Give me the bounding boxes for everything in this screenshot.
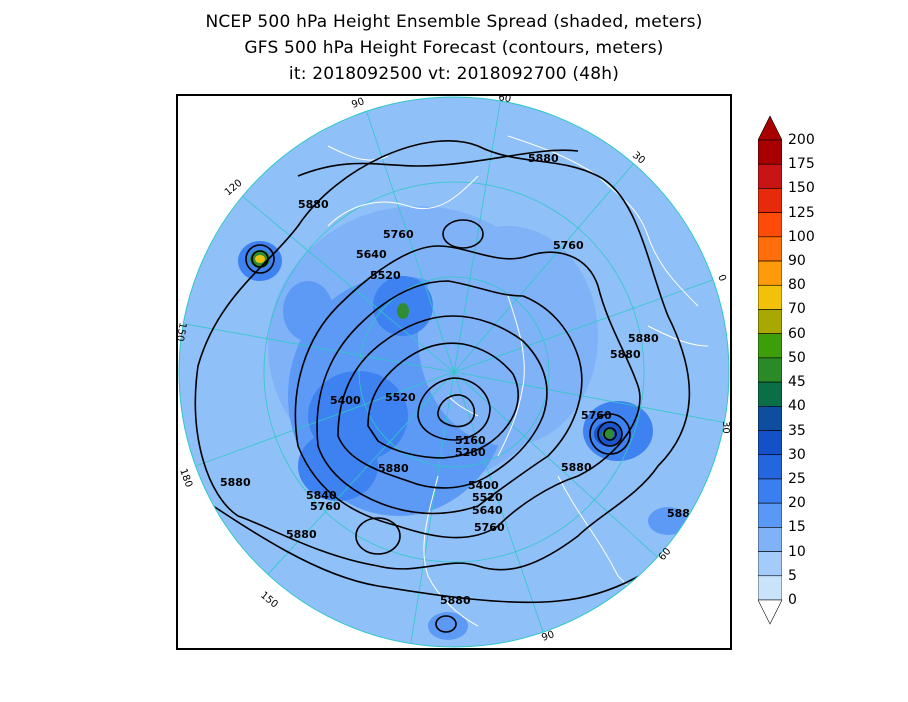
colorbar-label: 50: [788, 349, 806, 366]
colorbar-swatch: [758, 284, 782, 310]
colorbar-swatch: [758, 333, 782, 359]
contour-labels: 5880 5880 5760 5760 5640 5520 5880 5880 …: [220, 152, 698, 607]
meridian-label: 150: [258, 590, 280, 611]
title-line-1: NCEP 500 hPa Height Ensemble Spread (sha…: [205, 12, 703, 32]
contour-label: 5520: [472, 491, 503, 504]
contour-label: 5880: [610, 348, 641, 361]
colorbar-top-arrow: [758, 116, 782, 141]
colorbar-label: 15: [788, 519, 806, 536]
colorbar-swatch: [758, 236, 782, 262]
colorbar-swatch: [758, 502, 782, 528]
meridian-label: 90: [540, 629, 556, 644]
colorbar: 200 175 150 125 100 90 80 70 60 50 45 40 35 30 25 20 15 1…: [758, 116, 858, 628]
colorbar-swatch: [758, 527, 782, 552]
colorbar-swatch: [758, 575, 782, 601]
contour-label: 5880: [220, 476, 251, 489]
contour-label: 5520: [385, 391, 416, 404]
contour-label: 5760: [310, 500, 341, 513]
colorbar-label: 10: [788, 543, 806, 560]
contour-label: 5880: [378, 462, 409, 475]
meridian-lines: [179, 97, 729, 647]
colorbar-swatch: [758, 212, 782, 238]
colorbar-swatch: [758, 139, 782, 165]
contour-label: 5760: [553, 239, 584, 252]
colorbar-label: 125: [788, 204, 815, 221]
contour-label: 5400: [330, 394, 361, 407]
colorbar-label: 45: [788, 374, 806, 391]
contour-label: 5760: [581, 409, 612, 422]
contour-label: 5880: [561, 461, 592, 474]
contour-label: 5840: [306, 489, 337, 502]
meridian-label: 60: [497, 96, 511, 105]
contour-label: 5640: [356, 248, 387, 261]
colorbar-swatch: [758, 478, 782, 504]
colorbar-swatch: [758, 551, 782, 577]
map-frame: 5880 5880 5760 5760 5640 5520 5880 5880 …: [176, 94, 732, 650]
contour-label: 5880: [286, 528, 317, 541]
colorbar-label: 0: [788, 592, 797, 608]
colorbar-bottom-arrow: [758, 599, 782, 625]
contour-label: 5280: [455, 446, 486, 459]
contour-label: 5880: [440, 594, 471, 607]
colorbar-swatch: [758, 260, 782, 286]
colorbar-swatch: [758, 163, 782, 189]
height-contours: [182, 140, 699, 633]
meridian-label: 0: [715, 273, 728, 283]
colorbar-label: 150: [788, 180, 815, 197]
colorbar-label: 30: [788, 446, 806, 463]
contour-label: 5880: [667, 507, 698, 520]
colorbar-label: 35: [788, 422, 806, 439]
meridian-label: 150: [178, 321, 188, 342]
colorbar-swatch: [758, 357, 782, 383]
colorbar-swatch: [758, 406, 782, 431]
contour-label: 5640: [472, 504, 503, 517]
contour-label: 5760: [474, 521, 505, 534]
title-line-2: GFS 500 hPa Height Forecast (contours, m…: [244, 38, 664, 58]
meridian-label: 120: [223, 178, 245, 199]
contour-label: 5400: [468, 479, 499, 492]
title-line-3: it: 2018092500 vt: 2018092700 (48h): [288, 64, 620, 84]
polar-map: 5880 5880 5760 5760 5640 5520 5880 5880 …: [178, 96, 730, 648]
colorbar-label: 60: [788, 325, 806, 342]
colorbar-swatch: [758, 430, 782, 456]
colorbar-swatches: [758, 116, 782, 625]
colorbar-swatch: [758, 309, 782, 334]
colorbar-label: 200: [788, 132, 815, 148]
colorbar-label: 40: [788, 398, 806, 415]
spread-shading: [238, 206, 688, 640]
contour-label: 5880: [528, 152, 559, 165]
colorbar-swatch: [758, 454, 782, 480]
colorbar-label: 80: [788, 277, 806, 294]
meridian-label: 90: [350, 96, 366, 111]
colorbar-swatch: [758, 381, 782, 407]
colorbar-label: 70: [788, 301, 806, 318]
meridian-label: 30: [720, 421, 730, 434]
contour-label: 5880: [298, 198, 329, 211]
meridian-label: 180: [178, 467, 194, 489]
colorbar-label: 90: [788, 253, 806, 270]
colorbar-swatch: [758, 188, 782, 213]
contour-label: 5880: [628, 332, 659, 345]
contour-label: 5520: [370, 269, 401, 282]
colorbar-label: 5: [788, 567, 797, 584]
colorbar-label: 20: [788, 495, 806, 512]
contour-label: 5160: [455, 434, 486, 447]
colorbar-label: 100: [788, 228, 815, 245]
colorbar-label: 175: [788, 156, 815, 173]
map-boundary: [178, 96, 730, 648]
contour-label: 5760: [383, 228, 414, 241]
colorbar-label: 25: [788, 470, 806, 487]
